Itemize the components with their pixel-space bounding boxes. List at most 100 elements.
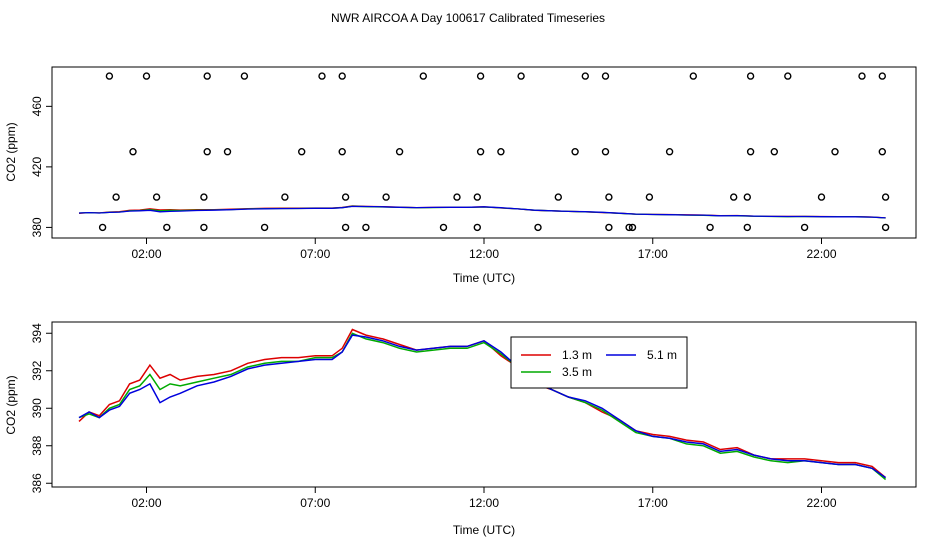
panel-top-x-tick-label: 07:00: [300, 247, 330, 261]
flag-point: [439, 223, 448, 232]
flag-point: [129, 147, 137, 156]
flag-point: [298, 147, 306, 156]
flag-point: [476, 147, 485, 156]
flag-point: [341, 223, 350, 232]
panel-bottom-series: [78, 328, 887, 481]
flag-point: [601, 147, 610, 156]
panel-bottom-x-tick-label: 02:00: [131, 496, 161, 510]
panel-bottom: 02:00 07:00 12:00 17:00 22:00 386 388 390 392 39…: [4, 321, 917, 537]
panel-bottom-y-tick-label: 394: [30, 323, 44, 343]
flag-point: [831, 147, 839, 156]
panel-bottom-x-tick-label: 22:00: [806, 496, 836, 510]
panel-top: 02:00 07:00 12:00 17:00 22:00 380 420 460 Time…: [4, 66, 917, 285]
flag-point: [784, 72, 792, 80]
series-line-5-1-m: [78, 334, 887, 479]
flag-point: [689, 72, 697, 80]
flag-point: [476, 72, 485, 80]
legend: 1.3 m 5.1 m 3.5 m: [510, 336, 688, 389]
flag-point: [163, 223, 171, 232]
flag-point: [318, 72, 326, 80]
flag-point: [730, 193, 738, 201]
panel-bottom-y-tick-label: 392: [30, 360, 44, 380]
flag-point: [453, 193, 461, 201]
panel-bottom-x-axis: 02:00 07:00 12:00 17:00 22:00: [131, 487, 837, 510]
flag-point: [625, 223, 633, 232]
flag-point: [881, 223, 890, 232]
flag-point: [743, 223, 751, 232]
panel-top-y-tick-label: 460: [30, 96, 44, 116]
flag-point: [142, 72, 151, 80]
flag-point: [105, 72, 114, 80]
flag-point: [605, 223, 613, 232]
flag-point: [200, 223, 208, 232]
flag-point: [281, 193, 289, 201]
panel-top-y-tick-label: 380: [30, 217, 44, 237]
flag-point: [878, 72, 886, 80]
panel-top-x-tick-label: 02:00: [131, 247, 161, 261]
flag-point: [571, 147, 579, 156]
figure-title: NWR AIRCOA A Day 100617 Calibrated Times…: [331, 11, 605, 25]
legend-label-5-1m: 5.1 m: [647, 348, 677, 362]
flag-point: [817, 193, 826, 201]
flag-point: [382, 193, 390, 201]
panel-bottom-x-tick-label: 17:00: [638, 496, 668, 510]
flag-point: [98, 223, 107, 232]
flag-point: [746, 147, 755, 156]
flag-point: [260, 223, 269, 232]
panel-top-series: [78, 205, 886, 219]
flag-point: [362, 223, 370, 232]
panel-top-x-tick-label: 12:00: [469, 247, 499, 261]
flag-point: [628, 223, 637, 232]
panel-top-series-line: [78, 205, 886, 219]
panel-bottom-x-tick-label: 12:00: [469, 496, 499, 510]
flag-point: [240, 72, 249, 80]
flag-point: [605, 193, 613, 201]
legend-label-1-3m: 1.3 m: [562, 348, 592, 362]
flag-point: [665, 147, 674, 156]
panel-bottom-y-tick-label: 386: [30, 473, 44, 493]
flag-point: [200, 193, 208, 201]
flag-point: [223, 147, 232, 156]
panel-top-x-tick-label: 22:00: [806, 247, 836, 261]
series-line-3-5-m: [78, 332, 887, 481]
flag-point: [497, 147, 505, 156]
flag-point: [338, 72, 346, 80]
flag-point: [581, 72, 589, 80]
flag-point: [645, 193, 654, 201]
flag-point: [203, 147, 211, 156]
flag-point: [743, 193, 751, 201]
flag-point: [601, 72, 610, 80]
legend-box: [510, 336, 688, 389]
panel-top-x-axis: 02:00 07:00 12:00 17:00 22:00: [131, 238, 837, 261]
panel-top-xlabel: Time (UTC): [453, 271, 515, 285]
legend-label-3-5m: 3.5 m: [562, 365, 592, 379]
panel-top-y-tick-label: 420: [30, 157, 44, 177]
flag-point: [554, 193, 562, 201]
panel-bottom-x-tick-label: 07:00: [300, 496, 330, 510]
flag-point: [858, 72, 866, 80]
flag-point: [878, 147, 886, 156]
panel-bottom-ylabel: CO2 (ppm): [4, 375, 18, 434]
flag-point: [881, 193, 890, 201]
panel-bottom-y-axis: 386 388 390 392 394: [30, 323, 52, 493]
flag-point: [706, 223, 714, 232]
flag-point: [473, 193, 481, 201]
flag-point: [473, 223, 481, 232]
flag-point: [203, 72, 211, 80]
flag-point: [800, 223, 809, 232]
panel-bottom-y-tick-label: 388: [30, 435, 44, 455]
flag-point: [746, 72, 755, 80]
panel-bottom-xlabel: Time (UTC): [453, 523, 515, 537]
flag-point: [395, 147, 404, 156]
flag-point: [534, 223, 542, 232]
flag-point: [517, 72, 525, 80]
flag-point: [770, 147, 778, 156]
flag-point: [112, 193, 120, 201]
series-line-1-3-m: [78, 328, 887, 479]
panel-top-x-tick-label: 17:00: [638, 247, 668, 261]
panel-top-ylabel: CO2 (ppm): [4, 122, 18, 181]
panel-top-y-axis: 380 420 460: [30, 96, 52, 237]
panel-bottom-y-tick-label: 390: [30, 398, 44, 418]
flag-point: [152, 193, 161, 201]
